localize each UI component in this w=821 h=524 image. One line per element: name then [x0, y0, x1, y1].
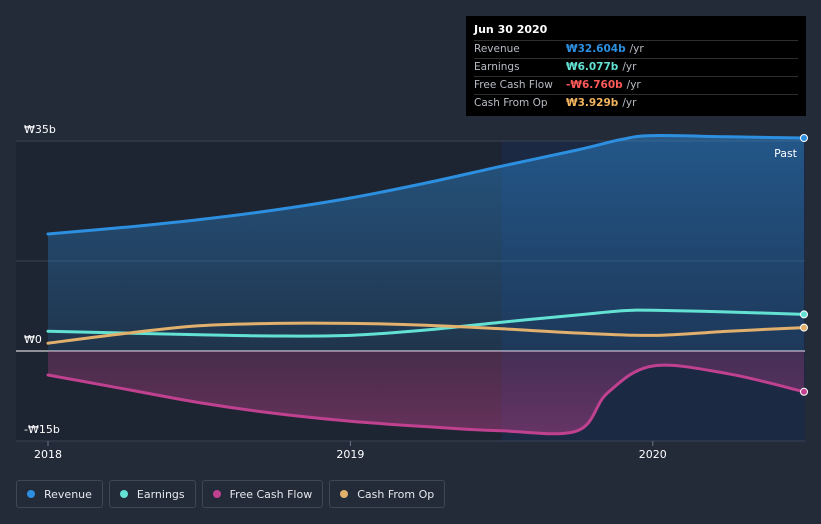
- series-area-free-cash-flow: [48, 351, 804, 434]
- legend-item-free-cash-flow[interactable]: Free Cash Flow: [201, 480, 324, 508]
- tooltip-unit: /yr: [622, 61, 637, 73]
- legend-item-earnings[interactable]: Earnings: [108, 480, 196, 508]
- tooltip-unit: /yr: [622, 97, 637, 109]
- legend-item-revenue[interactable]: Revenue: [16, 480, 103, 508]
- tooltip-value: ₩32.604b: [566, 43, 626, 55]
- series-end-dot-revenue: [800, 134, 808, 142]
- tooltip-row-free-cash-flow: Free Cash Flow -₩6.760b /yr: [474, 76, 798, 94]
- past-label: Past: [774, 147, 798, 160]
- legend-dot-icon: [212, 490, 221, 498]
- legend-dot-icon: [340, 490, 349, 498]
- tooltip-unit: /yr: [629, 43, 644, 55]
- legend-dot-icon: [119, 490, 128, 498]
- tooltip-label: Earnings: [474, 61, 520, 73]
- tooltip-value: -₩6.760b: [566, 79, 623, 91]
- legend-label: Cash From Op: [357, 487, 435, 501]
- tooltip-value: ₩6.077b: [566, 61, 619, 73]
- tooltip-date: Jun 30 2020: [474, 23, 548, 36]
- legend-label: Revenue: [44, 487, 92, 501]
- y-tick-label: ₩0: [24, 333, 42, 346]
- legend: Revenue Earnings Free Cash Flow Cash Fro…: [16, 480, 446, 508]
- legend-label: Free Cash Flow: [229, 487, 313, 501]
- tooltip: Jun 30 2020 Revenue ₩32.604b /yr Earning…: [466, 16, 806, 116]
- series-end-dot-free-cash-flow: [800, 387, 808, 396]
- x-tick-label: 2020: [639, 448, 667, 461]
- legend-label: Earnings: [136, 487, 185, 501]
- x-tick-label: 2019: [336, 448, 364, 461]
- tooltip-label: Revenue: [474, 43, 520, 55]
- series-end-dot-cash-from-op: [800, 323, 808, 332]
- series-area-revenue: [48, 135, 804, 351]
- tooltip-unit: /yr: [626, 79, 641, 91]
- y-tick-label: ₩35b: [24, 123, 56, 136]
- tooltip-row-cash-from-op: Cash From Op ₩3.929b /yr: [474, 94, 798, 112]
- tooltip-row-earnings: Earnings ₩6.077b /yr: [474, 58, 798, 76]
- series-line-revenue: [46, 134, 806, 236]
- x-tick-label: 2018: [34, 448, 62, 461]
- legend-dot-icon: [27, 490, 35, 498]
- y-tick-label: -₩15b: [24, 423, 60, 436]
- tooltip-label: Cash From Op: [474, 97, 548, 109]
- series-line-free-cash-flow: [46, 363, 806, 436]
- series-end-dot-earnings: [800, 310, 808, 319]
- tooltip-row-revenue: Revenue ₩32.604b /yr: [474, 40, 798, 58]
- series-line-cash-from-op: [46, 321, 806, 345]
- legend-item-cash-from-op[interactable]: Cash From Op: [329, 480, 446, 508]
- tooltip-label: Free Cash Flow: [474, 79, 553, 91]
- tooltip-value: ₩3.929b: [566, 97, 619, 109]
